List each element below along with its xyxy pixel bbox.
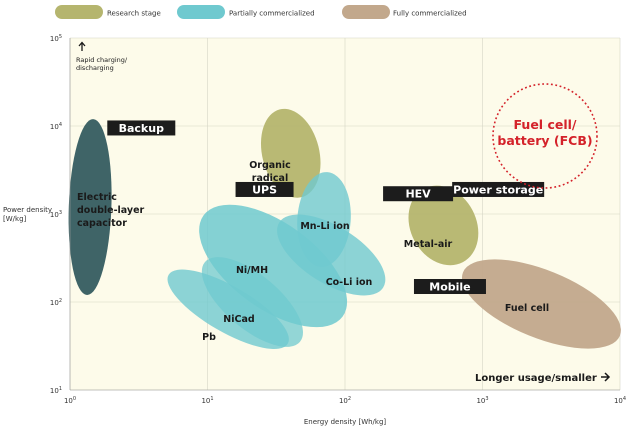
region-label-organic-radical: Organic bbox=[249, 160, 291, 171]
x-tick-label: 100 bbox=[64, 396, 76, 405]
region-nicad bbox=[201, 257, 303, 347]
app-label-mobile: Mobile bbox=[429, 281, 470, 294]
legend-label-research-stage: Research stage bbox=[107, 10, 161, 18]
region-electric-double-layer-capacitor bbox=[68, 119, 112, 295]
legend-label-partially-commercialized: Partially commercialized bbox=[229, 10, 315, 18]
fcb-label: battery (FCB) bbox=[497, 133, 592, 148]
x-tick-label: 102 bbox=[339, 396, 351, 405]
app-label-ups: UPS bbox=[252, 183, 277, 196]
right-arrow-icon bbox=[601, 372, 611, 382]
region-label-pb: Pb bbox=[202, 332, 216, 343]
region-label-electric-double-layer-capacitor: capacitor bbox=[77, 218, 127, 229]
region-label-co-li-ion: Co-Li ion bbox=[326, 277, 373, 288]
y-axis-title: Power density bbox=[3, 206, 52, 214]
region-labels: Electric double-layer capacitor Organic radi… bbox=[77, 160, 549, 343]
app-label-hev: HEV bbox=[405, 188, 431, 201]
region-organic-radical bbox=[260, 108, 321, 198]
region-ni-mh bbox=[199, 204, 348, 328]
x-tick-label: 104 bbox=[614, 396, 626, 405]
region-label-mn-li-ion: Mn-Li ion bbox=[300, 221, 350, 232]
legend-swatch-research-stage bbox=[55, 5, 103, 19]
y-tick-label: 104 bbox=[50, 122, 62, 131]
x-tick-label: 101 bbox=[201, 396, 213, 405]
applications: Backup UPS HEV Power storage Mobile bbox=[107, 120, 545, 295]
app-box-hev bbox=[383, 186, 454, 202]
rapid-charging-note: discharging bbox=[76, 64, 114, 72]
x-tick-label: 103 bbox=[476, 396, 488, 405]
region-label-electric-double-layer-capacitor: Electric bbox=[77, 192, 117, 203]
region-co-li-ion bbox=[277, 214, 386, 296]
region-label-nicad: NiCad bbox=[223, 314, 254, 325]
fcb-circle bbox=[492, 83, 598, 189]
y-tick-label: 102 bbox=[50, 298, 62, 307]
app-box-ups bbox=[235, 181, 294, 197]
region-label-organic-radical: radical bbox=[252, 173, 288, 184]
region-label-ni-mh: Ni/MH bbox=[236, 265, 268, 276]
y-tick-label: 101 bbox=[50, 386, 62, 395]
region-label-fuel-cell: Fuel cell bbox=[505, 303, 549, 314]
legend-label-fully-commercialized: Fully commercialized bbox=[393, 10, 467, 18]
region-label-metal-air: Metal-air bbox=[404, 239, 453, 250]
app-box-backup bbox=[107, 120, 176, 136]
region-label-electric-double-layer-capacitor: double-layer bbox=[77, 205, 145, 216]
app-box-mobile bbox=[413, 279, 486, 295]
annotations: Fuel cell/battery (FCB) Rapid charging/di… bbox=[76, 41, 611, 384]
longer-usage-note: Longer usage/smaller bbox=[475, 373, 597, 384]
regions bbox=[68, 108, 621, 349]
app-box-power-storage bbox=[452, 181, 545, 197]
y-axis-title: [W/kg] bbox=[3, 215, 27, 223]
up-arrow-icon bbox=[78, 41, 86, 51]
rapid-charging-note: Rapid charging/ bbox=[76, 56, 128, 64]
x-axis-title: Energy density [Wh/kg] bbox=[304, 418, 387, 426]
region-metal-air bbox=[408, 185, 479, 266]
legend-swatch-fully-commercialized bbox=[342, 5, 390, 19]
legend: Research stage Partially commercialized Fu… bbox=[55, 5, 467, 19]
app-label-backup: Backup bbox=[119, 122, 164, 135]
region-fuel-cell bbox=[461, 259, 621, 349]
y-tick-label: 103 bbox=[50, 210, 62, 219]
legend-swatch-partially-commercialized bbox=[177, 5, 225, 19]
fcb-label: Fuel cell/ bbox=[514, 117, 577, 132]
app-label-power-storage: Power storage bbox=[453, 183, 543, 196]
y-tick-label: 105 bbox=[50, 34, 62, 43]
